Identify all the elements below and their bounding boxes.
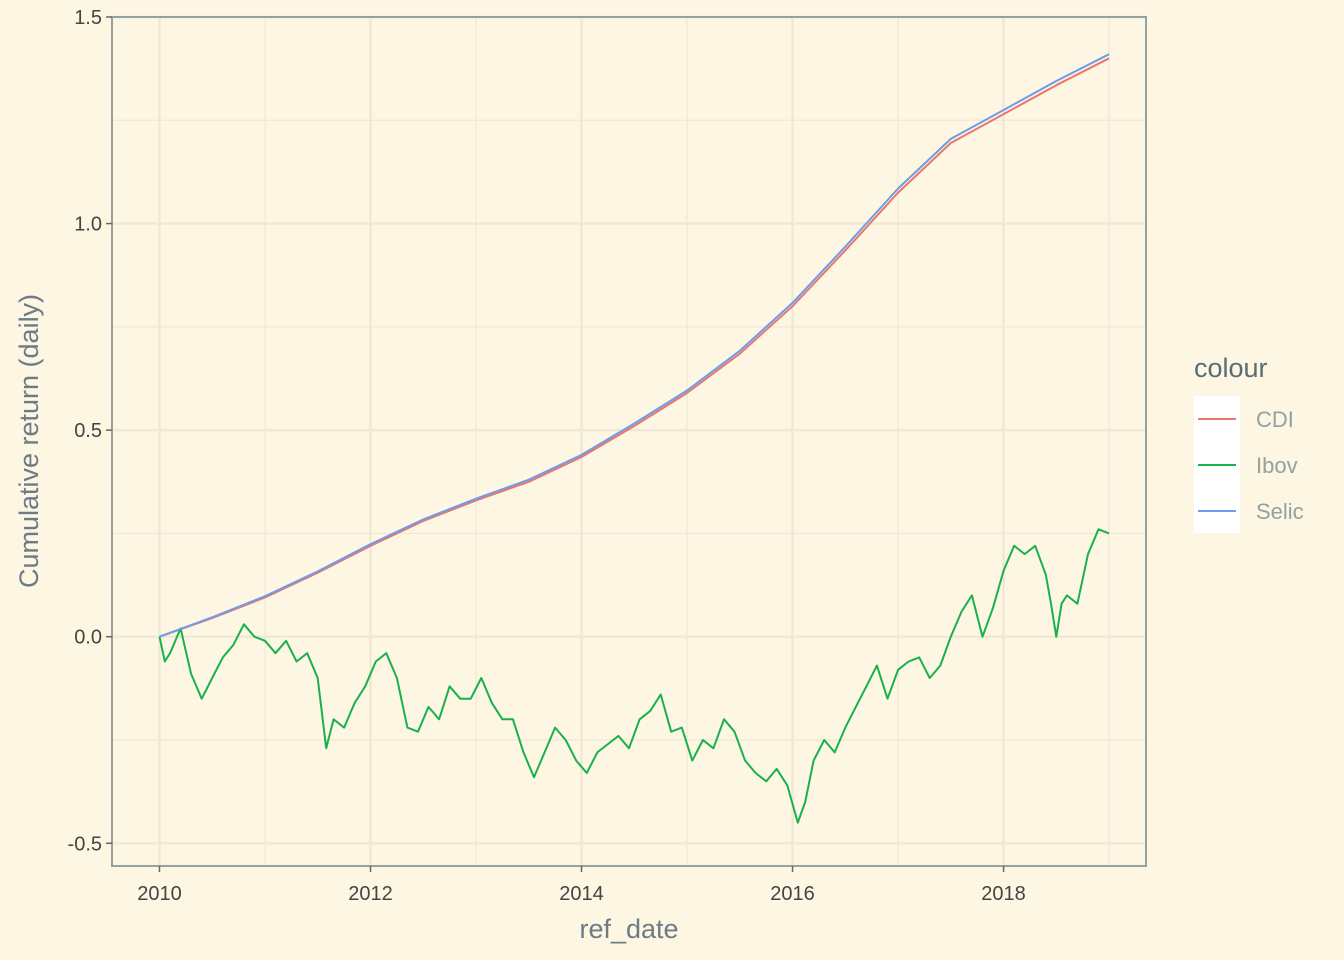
y-tick-label: 0.0	[74, 627, 102, 649]
y-tick-label: 1.5	[74, 7, 102, 29]
x-tick-label: 2016	[770, 883, 815, 905]
x-tick-label: 2018	[981, 883, 1026, 905]
y-tick-label: 0.5	[74, 420, 102, 442]
legend-label-selic: Selic	[1256, 499, 1304, 524]
legend-title: colour	[1194, 353, 1268, 383]
x-tick-label: 2014	[559, 883, 604, 905]
legend-entries: CDI Ibov Selic	[1198, 407, 1304, 524]
series-lines	[158, 53, 1110, 824]
y-tick-label: -0.5	[68, 833, 102, 855]
plot-panel-border	[111, 16, 1147, 867]
tick-labels: 2010 2012 2014 2016 2018 -0.5 0.0 0.5 1.0 1.5	[68, 7, 1026, 905]
legend: colour CDI Ibov Selic	[1194, 353, 1304, 533]
x-axis-title: ref_date	[579, 914, 678, 944]
y-axis-title: Cumulative return (daily)	[14, 294, 44, 588]
series-line-cdi	[159, 57, 1110, 638]
series-line-ibov	[158, 528, 1110, 824]
legend-label-cdi: CDI	[1256, 407, 1294, 432]
x-tick-label: 2012	[348, 883, 393, 905]
legend-label-ibov: Ibov	[1256, 453, 1298, 478]
x-tick-label: 2010	[137, 883, 182, 905]
axes	[106, 16, 1147, 872]
y-tick-label: 1.0	[74, 214, 102, 236]
series-line-selic	[159, 53, 1110, 638]
